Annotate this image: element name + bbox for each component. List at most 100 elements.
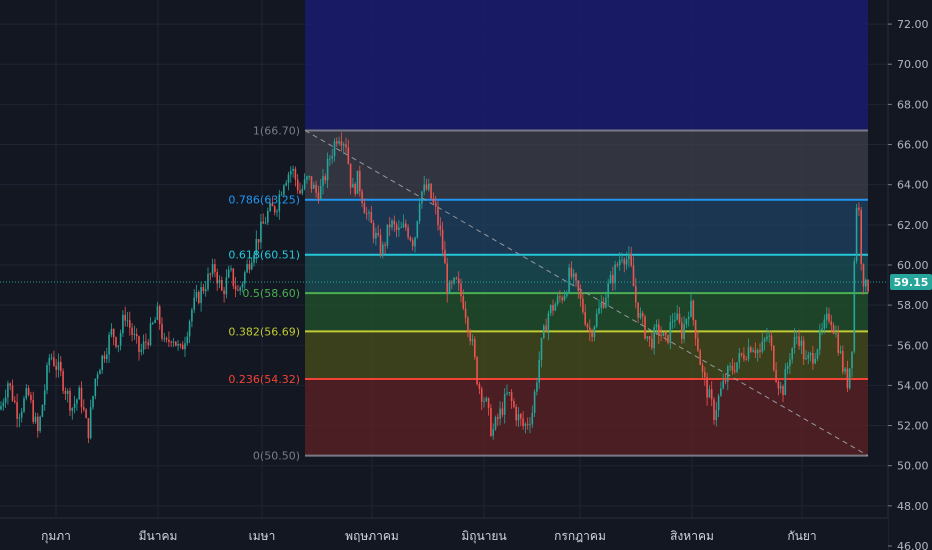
candle-body-175 (402, 223, 405, 228)
candle-body-338 (777, 381, 780, 389)
candle-body-151 (347, 147, 350, 164)
candle-body-76 (175, 341, 177, 346)
candle-body-73 (168, 339, 170, 342)
candle-body-232 (533, 391, 536, 413)
candle-body-154 (354, 183, 356, 194)
y-tick-label-60-00: 60.00 (897, 259, 929, 272)
candle-body-188 (432, 198, 435, 203)
candle-body-356 (819, 329, 821, 350)
candle-body-200 (460, 283, 462, 297)
candle-body-249 (572, 273, 575, 277)
candle-body-46 (106, 354, 108, 359)
candle-body-349 (802, 340, 805, 360)
candle-body-196 (451, 282, 453, 284)
candle-body-79 (181, 344, 184, 350)
fib-label-6: 0(50.50) (253, 450, 300, 463)
candle-body-361 (830, 321, 833, 326)
candle-body-331 (761, 341, 764, 352)
y-tick-label-66-00: 66.00 (897, 139, 929, 152)
x-tick-label-7: กันยา (787, 529, 816, 543)
candle-body-144 (331, 155, 333, 159)
candle-body-146 (336, 141, 338, 144)
candle-body-208 (478, 384, 481, 389)
candle-body-141 (324, 176, 327, 181)
candle-body-350 (805, 358, 807, 360)
candle-body-199 (457, 278, 460, 284)
candle-body-339 (779, 386, 782, 389)
candle-body-152 (349, 163, 352, 188)
candle-body-148 (340, 141, 343, 146)
candle-body-121 (278, 194, 281, 212)
candle-body-238 (547, 313, 550, 332)
candle-body-74 (170, 341, 172, 343)
candle-body-13 (30, 394, 32, 401)
candle-body-243 (559, 296, 561, 298)
candle-body-274 (630, 253, 632, 266)
candle-body-178 (409, 237, 412, 241)
candle-body-265 (609, 274, 612, 284)
candle-body-116 (267, 210, 269, 223)
candle-body-332 (763, 339, 766, 342)
fib-zone-3 (305, 293, 868, 332)
candle-body-181 (416, 221, 419, 238)
candle-body-228 (524, 423, 527, 426)
candle-body-57 (131, 327, 133, 335)
candle-body-63 (145, 341, 147, 343)
x-tick-label-2: เมษา (249, 529, 276, 543)
y-tick-label-72-00: 72.00 (897, 18, 929, 31)
last-price-tag (890, 274, 932, 291)
candle-body-227 (522, 418, 524, 426)
candle-body-242 (556, 296, 559, 305)
candle-body-59 (135, 334, 138, 337)
fib-labels: 1(66.70) 0.786(63.25) 0.618(60.51) 0.5(58.6… (228, 124, 300, 462)
candle-body-355 (816, 349, 819, 359)
candle-body-251 (577, 280, 580, 291)
candle-body-109 (250, 262, 253, 270)
candle-body-105 (241, 283, 244, 288)
fib-zone-4 (305, 331, 868, 379)
x-tick-label-6: สิงหาคม (670, 529, 714, 543)
candle-body-65 (149, 323, 152, 345)
candle-body-183 (421, 191, 423, 204)
time-axis[interactable]: กุมภา มีนาคม เมษา พฤษภาคม มิถุนายน กรกฎาคม สิง… (41, 529, 817, 544)
candle-body-343 (789, 359, 791, 366)
candle-body-129 (296, 179, 299, 191)
candle-body-115 (264, 222, 267, 224)
candle-body-187 (430, 183, 432, 199)
candle-body-92 (211, 264, 214, 275)
candle-body-357 (821, 328, 823, 330)
y-tick-label-58-00: 58.00 (897, 299, 929, 312)
candle-body-131 (301, 188, 304, 194)
candle-body-171 (393, 220, 396, 225)
candle-body-305 (701, 365, 704, 372)
candle-body-18 (41, 405, 44, 417)
candle-body-222 (510, 392, 513, 402)
candle-body-358 (823, 319, 826, 329)
candle-body-30 (69, 390, 71, 411)
y-tick-label-56-00: 56.00 (897, 339, 929, 352)
candle-body-56 (129, 320, 131, 328)
candle-body-215 (494, 417, 497, 430)
candle-body-299 (687, 316, 690, 320)
candle-body-348 (800, 340, 803, 347)
price-axis[interactable]: 46.00 48.00 50.00 52.00 54.00 56.00 58.00 60.00… (888, 18, 929, 550)
candle-body-316 (727, 366, 729, 382)
candle-body-302 (694, 320, 697, 339)
candle-body-136 (313, 184, 315, 189)
candle-body-372 (855, 207, 858, 261)
candle-body-143 (329, 158, 331, 160)
candle-body-325 (747, 347, 750, 360)
candle-body-245 (563, 295, 566, 301)
candle-body-235 (540, 337, 543, 360)
candle-body-48 (110, 328, 113, 335)
fib-zone-0 (305, 130, 868, 200)
candle-body-193 (444, 249, 446, 264)
candle-body-329 (756, 350, 759, 354)
candle-body-287 (660, 335, 662, 337)
candle-body-97 (223, 290, 225, 295)
candle-body-98 (225, 277, 228, 295)
candle-body-218 (501, 408, 504, 415)
candle-body-353 (812, 353, 814, 364)
candle-body-334 (768, 335, 770, 337)
